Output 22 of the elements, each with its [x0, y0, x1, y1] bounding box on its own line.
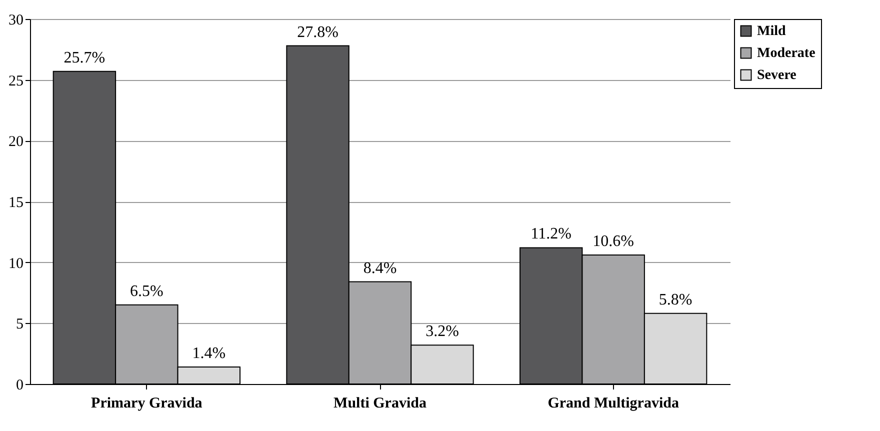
y-tick-label: 25 — [8, 73, 24, 90]
x-tick-label: Multi Gravida — [334, 396, 427, 412]
y-tick-label: 20 — [8, 134, 24, 150]
data-label: 10.6% — [592, 233, 634, 250]
data-label: 3.2% — [426, 323, 459, 340]
data-label: 1.4% — [192, 344, 226, 362]
legend-label: Mild — [757, 24, 786, 39]
data-label: 27.8% — [297, 24, 338, 41]
data-label: 11.2% — [530, 226, 572, 243]
data-label: 8.4% — [363, 260, 397, 277]
x-tick-label: Grand Multigravida — [548, 396, 680, 412]
legend-label: Severe — [757, 68, 796, 83]
legend-label: Moderate — [757, 46, 816, 61]
data-label: 6.5% — [130, 282, 164, 300]
y-tick-label: 0 — [16, 378, 24, 394]
y-tick-label: 15 — [8, 195, 24, 211]
y-tick-label: 30 — [8, 12, 24, 28]
y-tick-label: 10 — [8, 256, 24, 272]
data-label: 25.7% — [64, 49, 106, 66]
y-tick-label: 5 — [16, 316, 24, 333]
data-label: 5.8% — [658, 291, 692, 308]
x-tick-label: Primary Gravida — [91, 396, 203, 412]
